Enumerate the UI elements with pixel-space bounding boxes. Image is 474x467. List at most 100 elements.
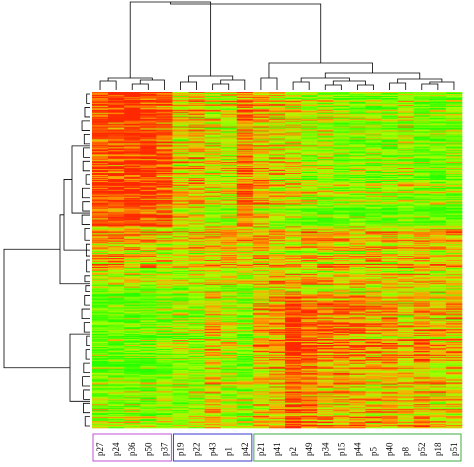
heatmap-cell — [268, 210, 286, 212]
heatmap-cell — [156, 184, 173, 187]
heatmap-cell — [268, 113, 286, 116]
heatmap-cell — [188, 204, 205, 206]
heatmap-cell — [301, 230, 318, 232]
heatmap-cell — [156, 263, 173, 266]
heatmap-cell — [204, 274, 221, 277]
heatmap-cell — [92, 175, 109, 177]
heatmap-cell — [365, 97, 382, 100]
heatmap-cell — [140, 217, 157, 219]
heatmap-cell — [252, 145, 270, 147]
heatmap-cell — [349, 187, 366, 190]
heatmap-cell — [365, 208, 382, 210]
heatmap-cell — [220, 191, 238, 194]
heatmap-cell — [252, 267, 270, 270]
heatmap-row — [92, 99, 463, 102]
heatmap-cell — [365, 192, 382, 195]
heatmap-cell — [349, 240, 366, 242]
heatmap-cell — [268, 150, 286, 152]
heatmap-cell — [204, 285, 221, 288]
heatmap-cell — [445, 255, 463, 257]
heatmap-cell — [92, 186, 109, 189]
heatmap-cell — [413, 205, 431, 207]
heatmap-cell — [268, 95, 286, 98]
heatmap-row — [92, 290, 463, 292]
heatmap-cell — [445, 142, 463, 144]
heatmap-cell — [349, 262, 366, 265]
heatmap-cell — [124, 203, 141, 206]
heatmap-cell — [365, 279, 382, 282]
heatmap-cell — [268, 207, 286, 209]
heatmap-cell — [301, 144, 318, 146]
heatmap-cell — [92, 240, 109, 242]
heatmap-cell — [301, 251, 318, 253]
heatmap-cell — [301, 117, 318, 120]
heatmap-cell — [108, 161, 125, 163]
heatmap-cell — [108, 220, 125, 222]
heatmap-cell — [220, 286, 238, 289]
heatmap-cell — [301, 179, 318, 182]
heatmap-cell — [381, 166, 398, 168]
heatmap-cell — [268, 111, 286, 114]
heatmap-cell — [333, 245, 350, 247]
heatmap-cell — [445, 216, 463, 218]
heatmap-cell — [333, 205, 350, 207]
heatmap-cell — [236, 116, 254, 119]
heatmap-cell — [172, 199, 189, 202]
heatmap-cell — [124, 232, 141, 234]
heatmap-cell — [349, 123, 366, 125]
heatmap-cell — [445, 136, 463, 138]
heatmap-cell — [268, 248, 286, 250]
heatmap-cell — [413, 273, 431, 276]
heatmap-cell — [333, 111, 350, 114]
heatmap-cell — [381, 111, 398, 114]
heatmap-cell — [92, 242, 109, 244]
heatmap-cell — [397, 128, 415, 130]
heatmap-cell — [220, 250, 238, 252]
heatmap-cell — [188, 268, 205, 271]
heatmap-cell — [365, 170, 382, 172]
heatmap-cell — [349, 96, 366, 99]
heatmap-cell — [268, 98, 286, 101]
heatmap-cell — [92, 99, 109, 102]
heatmap-cell — [365, 173, 382, 175]
heatmap-cell — [92, 241, 109, 243]
heatmap-cell — [140, 267, 157, 270]
heatmap-cell — [381, 291, 398, 293]
heatmap-cell — [236, 174, 254, 176]
heatmap-cell — [445, 162, 463, 164]
heatmap-cell — [156, 104, 173, 107]
heatmap-cell — [397, 153, 415, 155]
heatmap-cell — [285, 206, 302, 208]
heatmap-cell — [445, 202, 463, 205]
heatmap-cell — [365, 132, 382, 134]
heatmap-cell — [236, 154, 254, 156]
heatmap-cell — [140, 259, 157, 261]
heatmap-cell — [252, 112, 270, 115]
heatmap-cell — [317, 291, 334, 293]
heatmap-cell — [220, 184, 238, 187]
heatmap-cell — [124, 154, 141, 156]
heatmap-cell — [268, 119, 286, 122]
heatmap-cell — [365, 293, 382, 295]
heatmap-cell — [124, 212, 141, 214]
heatmap-cell — [188, 131, 205, 133]
heatmap-cell — [317, 289, 334, 291]
heatmap-cell — [429, 192, 447, 195]
heatmap-cell — [445, 181, 463, 184]
heatmap-cell — [317, 93, 334, 96]
heatmap-cell — [204, 250, 221, 252]
heatmap-cell — [220, 211, 238, 213]
heatmap-cell — [92, 173, 109, 175]
heatmap-cell — [285, 198, 302, 201]
heatmap-cell — [349, 165, 366, 167]
heatmap-cell — [204, 262, 221, 265]
heatmap-cell — [365, 190, 382, 193]
heatmap-cell — [156, 165, 173, 167]
heatmap-cell — [381, 127, 398, 129]
heatmap-row — [92, 183, 463, 186]
heatmap-cell — [333, 110, 350, 113]
heatmap-cell — [92, 106, 109, 109]
heatmap-cell — [317, 280, 334, 283]
heatmap-cell — [156, 194, 173, 197]
heatmap-cell — [188, 205, 205, 207]
